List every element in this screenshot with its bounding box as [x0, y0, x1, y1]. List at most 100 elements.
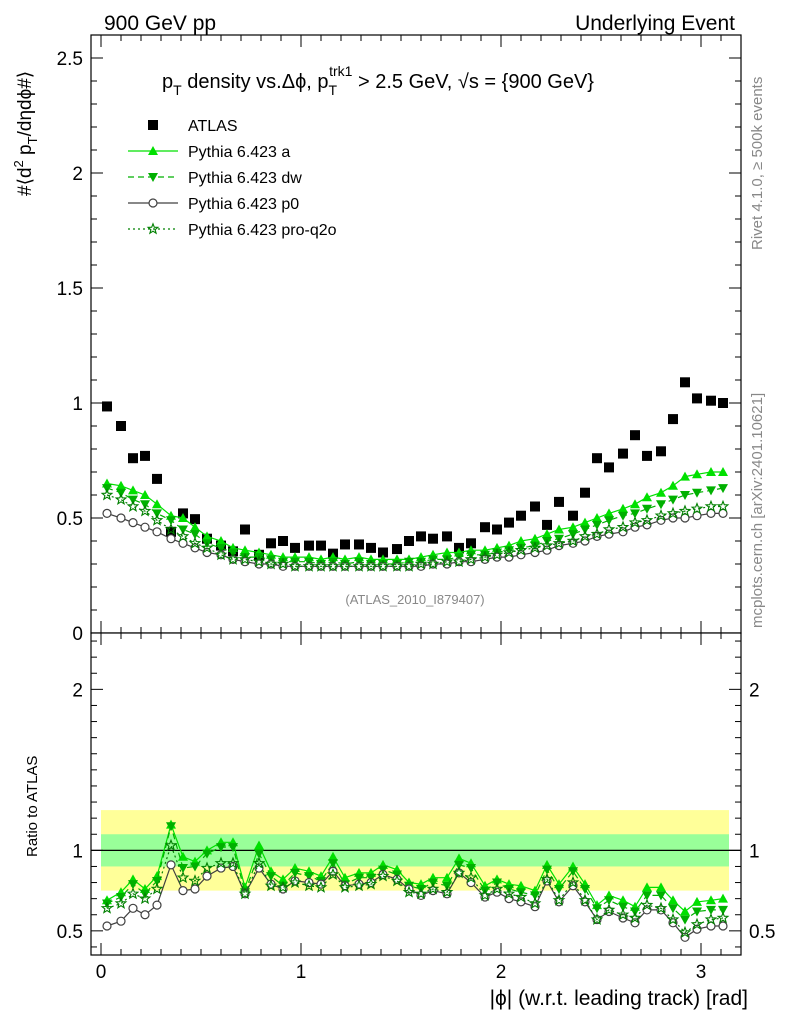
- ratio-point: [276, 880, 290, 893]
- main-point: [668, 513, 678, 523]
- main-point: [528, 541, 542, 554]
- main-title: pT density vs.Δϕ, pTtrk1 > 2.5 GeV, √s =…: [162, 63, 594, 98]
- ratio-point: [414, 887, 428, 900]
- ratio-point: [288, 875, 302, 889]
- main-point: [692, 511, 702, 521]
- ratio-point: [590, 912, 604, 926]
- ratio-ytick-label-left: 2: [72, 680, 83, 701]
- main-point: [656, 500, 666, 510]
- ratio-point: [530, 891, 540, 901]
- main-point: [630, 430, 640, 441]
- ratio-point: [528, 896, 542, 909]
- main-point: [516, 550, 526, 560]
- main-point: [604, 508, 614, 518]
- legend-label: Pythia 6.423 dw: [188, 170, 302, 187]
- main-point: [680, 491, 690, 500]
- main-point: [706, 486, 716, 496]
- main-point: [266, 538, 276, 549]
- ratio-point: [552, 893, 566, 906]
- main-point: [504, 517, 514, 528]
- ratio-ytick-label-right: 1: [749, 841, 760, 862]
- ratio-point: [278, 874, 288, 884]
- ratio-point: [502, 887, 516, 900]
- ratio-point: [690, 917, 704, 930]
- legend-marker: [148, 146, 158, 155]
- main-point: [364, 559, 378, 572]
- main-point: [516, 536, 526, 545]
- main-point: [580, 517, 590, 527]
- main-point: [592, 513, 602, 522]
- ratio-point: [706, 895, 716, 905]
- main-point: [478, 550, 492, 563]
- main-point: [504, 546, 514, 556]
- main-point: [580, 487, 590, 498]
- ratio-point: [602, 903, 616, 916]
- main-point: [568, 522, 578, 532]
- main-point: [666, 506, 680, 519]
- main-point: [178, 538, 188, 548]
- ratio-point: [266, 872, 276, 882]
- main-point: [514, 543, 528, 556]
- main-ytick-label: 1.5: [57, 279, 83, 300]
- main-ytick-label: 2.5: [57, 49, 83, 70]
- main-point: [276, 557, 290, 570]
- ratio-point: [680, 915, 690, 925]
- ratio-point: [680, 906, 690, 916]
- ratio-point: [304, 872, 314, 882]
- main-point: [150, 513, 164, 526]
- ratio-point: [454, 860, 464, 870]
- ratio-series-line: [106, 843, 724, 934]
- ratio-point: [100, 901, 114, 914]
- ratio-point: [328, 851, 338, 861]
- rivet-label: Rivet 4.1.0, ≥ 500k events: [749, 77, 766, 250]
- main-point: [140, 522, 150, 532]
- main-point: [190, 514, 200, 525]
- main-point: [404, 536, 414, 546]
- main-point: [442, 547, 452, 557]
- main-point: [630, 522, 640, 532]
- main-point: [152, 527, 162, 537]
- ratio-point: [554, 884, 564, 894]
- main-point: [290, 542, 300, 553]
- main-point: [140, 490, 150, 499]
- main-point: [238, 552, 252, 565]
- ratio-ytick-label-left: 1: [72, 841, 83, 862]
- main-point: [440, 554, 454, 568]
- ratio-point: [354, 873, 364, 883]
- ratio-series-3: [100, 838, 730, 938]
- ratio-point: [540, 872, 554, 885]
- main-point: [166, 516, 176, 526]
- main-point: [202, 531, 212, 541]
- main-point: [530, 541, 540, 551]
- main-point: [340, 539, 350, 550]
- x-tick-label: 3: [696, 962, 707, 983]
- ratio-point: [642, 891, 652, 901]
- ratio-point: [216, 843, 226, 853]
- main-point: [302, 559, 316, 572]
- main-ytick-label: 0.5: [57, 509, 83, 530]
- main-point: [542, 545, 552, 555]
- ratio-point: [166, 860, 176, 870]
- legend: ATLAS Pythia 6.423 a Pythia 6.423 dw Pythia…: [128, 118, 337, 239]
- ratio-point: [490, 882, 504, 895]
- main-point: [116, 513, 126, 523]
- ratio-point: [568, 867, 578, 877]
- ratio-point: [190, 862, 200, 872]
- ratio-point: [442, 872, 452, 882]
- main-point: [492, 524, 502, 535]
- main-point: [640, 513, 654, 526]
- main-point: [628, 515, 642, 529]
- ratio-point: [668, 904, 678, 914]
- ratio-point: [328, 859, 338, 869]
- main-point: [718, 508, 728, 519]
- ratio-ytick-label-left: 0.5: [57, 922, 83, 943]
- main-point: [616, 520, 630, 533]
- main-point: [164, 522, 178, 535]
- ratio-point: [654, 901, 668, 914]
- main-point: [552, 536, 566, 549]
- ratio-point: [128, 903, 138, 913]
- analysis-watermark: (ATLAS_2010_I879407): [345, 592, 484, 607]
- ratio-point: [666, 912, 680, 926]
- x-tick-label: 2: [496, 962, 507, 983]
- x-axis-label: |ϕ| (w.r.t. leading track) [rad]: [490, 987, 748, 1010]
